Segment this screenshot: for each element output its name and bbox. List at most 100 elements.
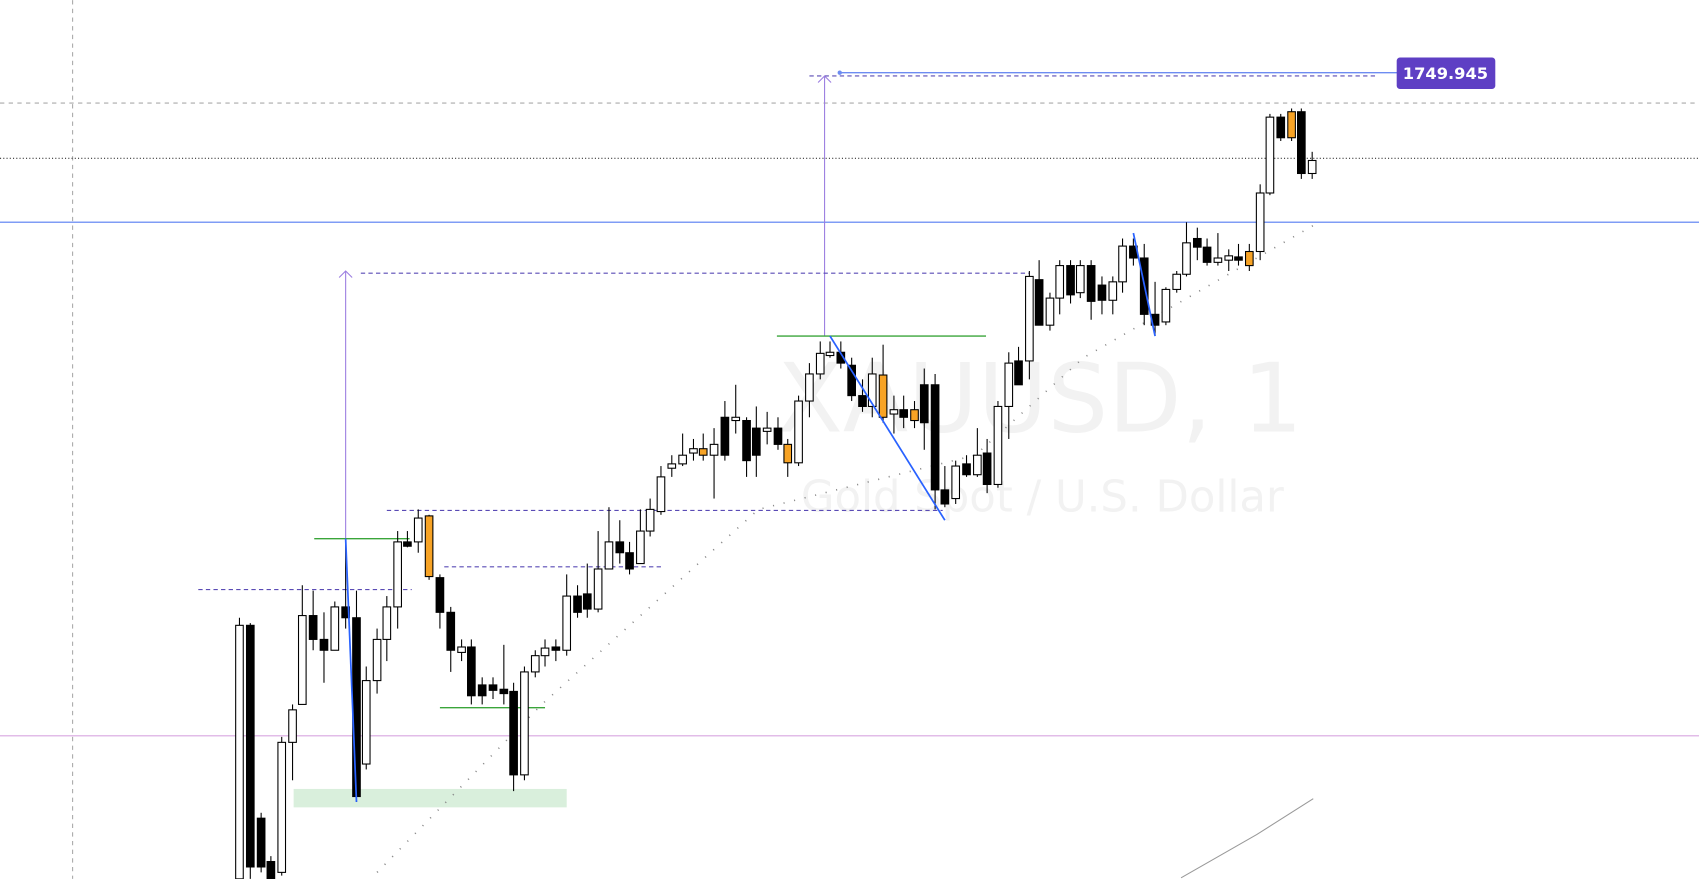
candle-body — [604, 541, 614, 570]
candle-body — [962, 463, 971, 476]
candle-body — [794, 400, 803, 464]
candle-body — [1276, 116, 1286, 139]
candle-body — [899, 409, 909, 418]
candle-body — [982, 452, 992, 486]
anchor — [837, 70, 842, 75]
candle-body — [783, 443, 793, 464]
candle-body — [636, 530, 645, 565]
candle-body — [1086, 265, 1096, 302]
candle-body — [277, 741, 287, 873]
candle-body — [372, 638, 382, 682]
candle-body — [319, 638, 329, 651]
candle-body — [235, 624, 244, 879]
candle-body — [488, 684, 498, 691]
candle-body — [951, 465, 961, 500]
candle-body — [1075, 265, 1085, 294]
candle-body — [540, 647, 550, 657]
candle-body — [245, 624, 255, 868]
candle-body — [720, 416, 730, 456]
candle-body — [520, 671, 529, 776]
candle-body — [615, 541, 625, 554]
candle-body — [435, 577, 445, 613]
candle-body — [1287, 111, 1296, 139]
candle-body — [288, 709, 297, 743]
candle-body — [1265, 116, 1275, 194]
moving-average — [1180, 798, 1314, 879]
candle-body — [413, 517, 423, 543]
candle-body — [593, 568, 603, 610]
zone — [293, 788, 567, 808]
candle-body — [805, 373, 814, 402]
candle-body — [1192, 237, 1202, 248]
candle-body — [1014, 360, 1023, 386]
swing-line — [344, 538, 358, 802]
candle-body — [509, 690, 518, 776]
candle-body — [393, 541, 402, 608]
candle-body — [858, 395, 867, 407]
swing-lines — [344, 232, 1156, 802]
candle-body — [930, 384, 940, 491]
candle-body — [1234, 256, 1243, 261]
candle-body — [1055, 265, 1065, 299]
swing-line — [1132, 232, 1156, 337]
candle-body — [919, 384, 929, 424]
candle-body — [562, 595, 572, 651]
candle-body — [551, 646, 561, 651]
candle-body — [1161, 288, 1171, 323]
candle-body — [815, 352, 825, 375]
candle-body — [1172, 273, 1182, 290]
candle-body — [308, 615, 318, 640]
candle-body — [773, 427, 783, 445]
candle-body — [382, 606, 392, 640]
candle-body — [751, 427, 761, 456]
candle-body — [678, 454, 687, 465]
candle-body — [993, 405, 1003, 486]
candle-body — [582, 593, 592, 610]
candle-body — [645, 508, 655, 532]
candle-body — [667, 463, 677, 469]
candle-body — [878, 374, 888, 418]
candle-body — [1224, 255, 1234, 261]
symbol-watermark: XAUUSD, 1 — [778, 343, 1303, 454]
candle-body — [847, 364, 857, 397]
candle-body — [762, 427, 772, 432]
candle-body — [477, 684, 487, 697]
candle-body — [698, 448, 708, 456]
candle-body — [625, 552, 634, 570]
candle-body — [1213, 257, 1223, 263]
swing-line — [829, 335, 946, 521]
candle-body — [457, 646, 466, 653]
candle-body — [530, 655, 540, 673]
candle-body — [330, 606, 340, 651]
candle-body — [1004, 362, 1014, 407]
candle-body — [825, 351, 835, 357]
candles — [235, 108, 1317, 879]
candle-body — [1108, 281, 1118, 301]
candle-body — [266, 860, 276, 879]
candle-body — [1307, 159, 1317, 175]
candle-body — [1066, 265, 1075, 296]
candle-body — [256, 817, 266, 868]
candle-body — [656, 476, 666, 513]
candle-body — [1045, 297, 1055, 326]
candle-body — [973, 454, 982, 476]
candle-body — [1118, 245, 1127, 283]
candle-body — [352, 617, 361, 798]
candle-body — [1025, 275, 1034, 362]
candle-body — [1244, 250, 1254, 267]
candle-body — [424, 515, 434, 578]
candle-body — [403, 541, 412, 547]
candle-body — [467, 646, 476, 697]
arrow-head — [338, 270, 353, 278]
candle-body — [446, 611, 456, 651]
candle-body — [940, 489, 950, 505]
candle-body — [1034, 279, 1044, 326]
candle-body — [709, 443, 719, 456]
candle-body — [1202, 246, 1212, 263]
candle-body — [742, 419, 751, 462]
candle-body — [867, 373, 877, 407]
candle-body — [573, 595, 582, 613]
candle-body — [1297, 111, 1306, 175]
